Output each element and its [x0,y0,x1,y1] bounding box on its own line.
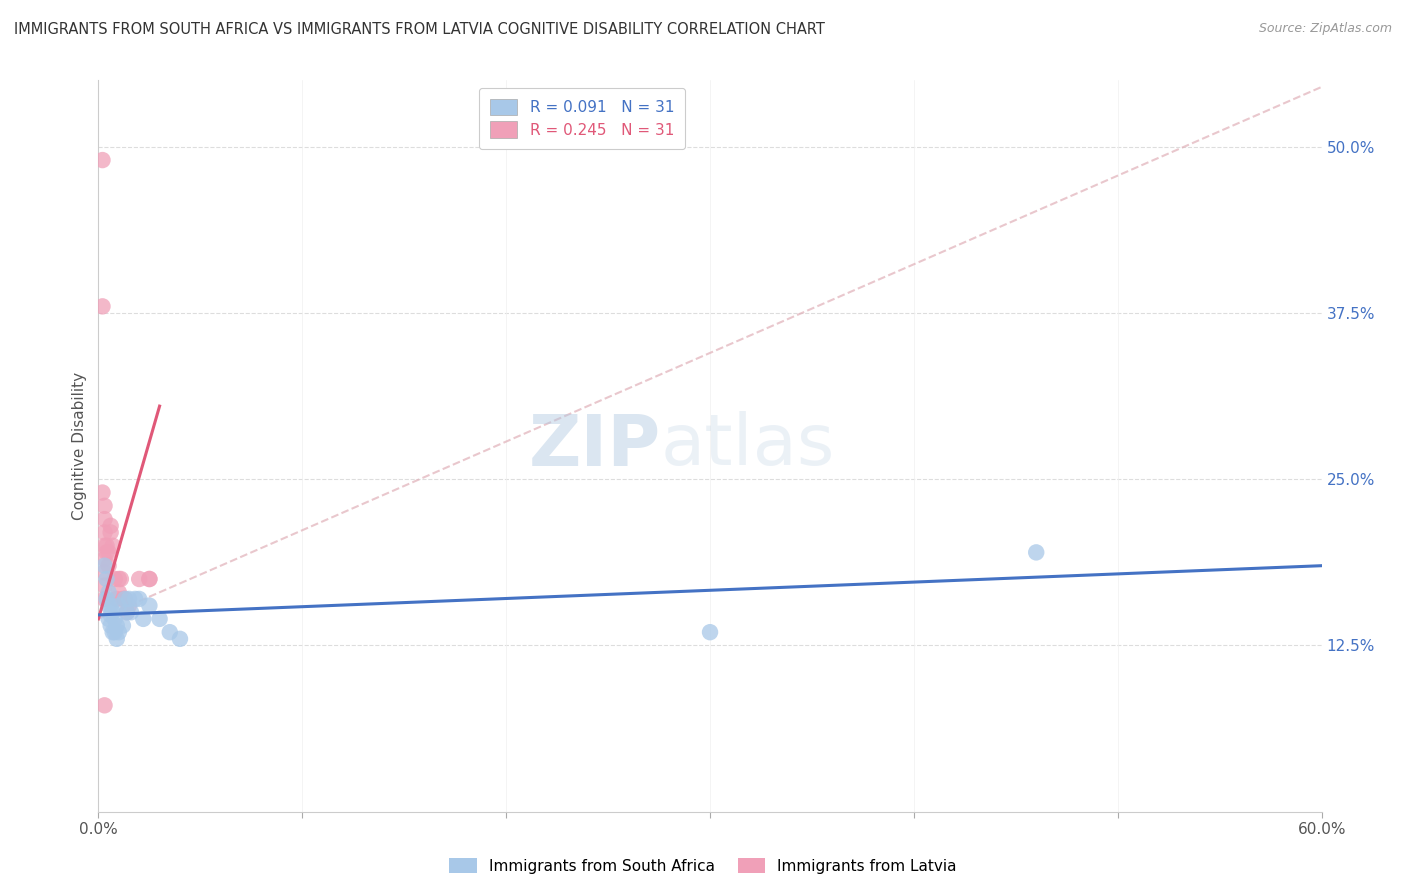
Text: Source: ZipAtlas.com: Source: ZipAtlas.com [1258,22,1392,36]
Point [105,591,128,606]
Point [93,552,115,566]
Point [100,618,122,632]
Point [100,518,122,533]
Point [128,591,150,606]
Text: IMMIGRANTS FROM SOUTH AFRICA VS IMMIGRANTS FROM LATVIA COGNITIVE DISABILITY CORR: IMMIGRANTS FROM SOUTH AFRICA VS IMMIGRAN… [14,22,825,37]
Point [1025,545,1047,559]
Point [101,539,124,553]
Point [97,558,120,573]
Point [115,605,138,619]
Point [93,525,115,540]
Legend: R = 0.091   N = 31, R = 0.245   N = 31: R = 0.091 N = 31, R = 0.245 N = 31 [479,88,685,149]
Point [93,558,115,573]
Point [118,599,141,613]
Point [93,539,115,553]
Point [114,591,136,606]
Point [105,618,128,632]
Point [100,607,122,622]
Point [132,612,155,626]
Point [93,698,115,713]
Point [169,632,191,646]
Point [97,545,120,559]
Point [108,572,131,586]
Point [93,512,115,526]
Point [96,545,118,559]
Point [124,591,146,606]
Point [105,632,128,646]
Point [104,572,127,586]
Point [91,299,114,313]
Point [91,153,114,167]
Point [111,591,134,606]
Point [93,591,115,606]
Point [96,539,118,553]
Point [108,625,131,640]
Legend: Immigrants from South Africa, Immigrants from Latvia: Immigrants from South Africa, Immigrants… [443,852,963,880]
Point [138,599,160,613]
Point [114,591,136,606]
Point [120,605,142,619]
Text: atlas: atlas [661,411,835,481]
Point [97,599,120,613]
Point [96,591,118,606]
Point [104,612,127,626]
Point [111,618,134,632]
Point [104,625,127,640]
Point [101,605,124,619]
Point [93,566,115,580]
Point [100,599,122,613]
Point [149,612,172,626]
Point [138,572,160,586]
Point [699,625,721,640]
Point [97,585,120,599]
Y-axis label: Cognitive Disability: Cognitive Disability [72,372,87,520]
Point [138,572,160,586]
Point [108,585,131,599]
Point [100,525,122,540]
Point [91,485,114,500]
Point [93,579,115,593]
Point [93,499,115,513]
Point [101,625,124,640]
Point [110,572,132,586]
Point [159,625,181,640]
Text: ZIP: ZIP [529,411,661,481]
Point [128,572,150,586]
Point [96,572,118,586]
Point [115,605,138,619]
Point [118,591,141,606]
Point [97,612,120,626]
Point [108,599,131,613]
